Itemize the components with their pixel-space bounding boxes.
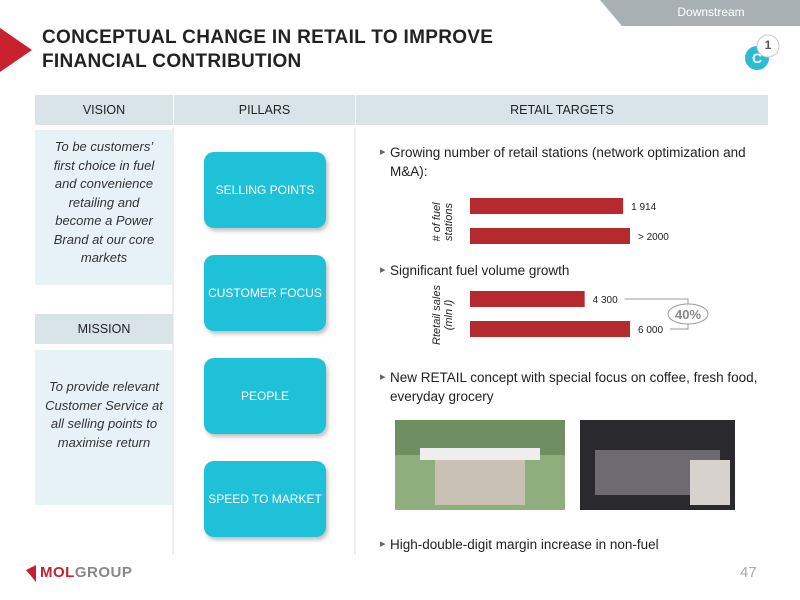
title-line: CONCEPTUAL CHANGE IN RETAIL TO IMPROVE <box>42 27 494 48</box>
logo-text: GROUP <box>74 564 133 581</box>
pillar: CUSTOMER FOCUS <box>204 255 326 331</box>
bar <box>470 321 630 337</box>
pillar: SELLING POINTS <box>204 152 326 228</box>
column-header: RETAIL TARGETS <box>356 95 768 125</box>
axis-label: stations <box>443 203 455 241</box>
target: Growing number of retail stations (netwo… <box>380 143 770 181</box>
annotation-arrow <box>670 324 689 330</box>
red-triangle <box>0 28 32 72</box>
title: CONCEPTUAL CHANGE IN RETAIL TO IMPROVE F… <box>42 26 493 74</box>
logo: MOLGROUP <box>40 564 132 581</box>
logo-mark <box>26 565 36 582</box>
vision-text: To be customers’ first choice in fuel an… <box>35 130 173 285</box>
annotation-arrow <box>624 298 689 304</box>
mission-text: To provide relevant Customer Service at … <box>35 350 173 505</box>
column-header: VISION <box>35 95 173 125</box>
section: Downstream <box>677 5 745 19</box>
value-label: > 2000 <box>638 232 669 243</box>
section-tab <box>600 0 800 26</box>
annotation-bg <box>667 303 709 325</box>
axis-label: # of fuel <box>431 202 443 242</box>
photo-shop <box>435 460 525 505</box>
badge-number-bg <box>756 34 780 58</box>
value-label: 1 914 <box>631 202 656 213</box>
value-label: 4 300 <box>593 295 618 306</box>
page-number: 47 <box>740 564 757 581</box>
badge-number: 1 <box>764 38 772 52</box>
bar <box>470 228 630 244</box>
title-line: FINANCIAL CONTRIBUTION <box>42 51 302 72</box>
photo-fridge <box>690 460 730 505</box>
annotation: 40% <box>675 307 701 322</box>
axis-label: (mln l) <box>443 299 455 330</box>
badge-letter: C <box>751 50 763 66</box>
bar <box>470 198 624 214</box>
column-header: PILLARS <box>174 95 355 125</box>
pillar: SPEED TO MARKET <box>204 461 326 537</box>
logo-text: MOL <box>40 564 75 581</box>
target: High-double-digit margin increase in non… <box>380 535 770 554</box>
pillar: PEOPLE <box>204 358 326 434</box>
bar <box>470 291 585 307</box>
photo-roof <box>420 448 540 460</box>
mission-header: MISSION <box>35 314 173 344</box>
axis-label: Rtetail sales <box>431 285 443 345</box>
target: Significant fuel volume growth <box>380 261 770 280</box>
target: New RETAIL concept with special focus on… <box>380 368 770 406</box>
value-label: 6 000 <box>638 325 663 336</box>
